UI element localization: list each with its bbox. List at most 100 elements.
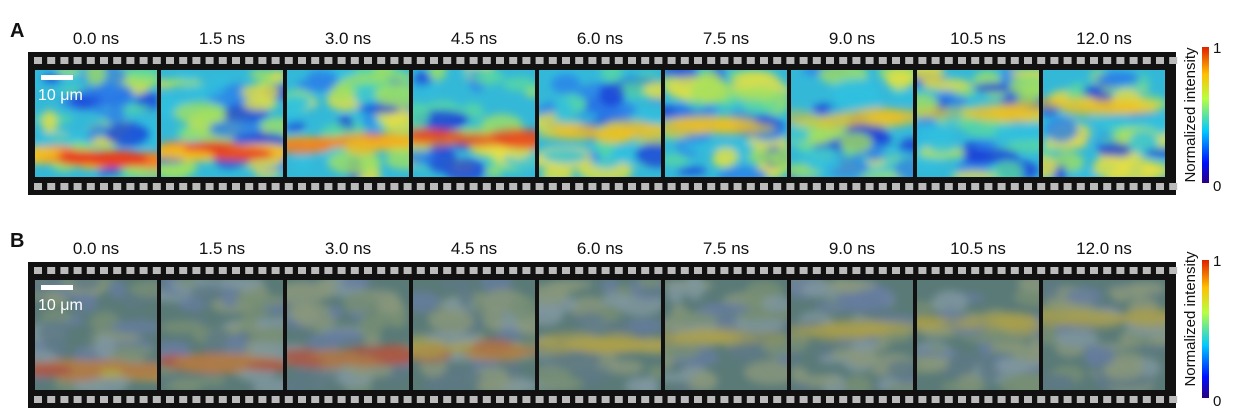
sprocket <box>34 267 42 274</box>
time-label: 6.0 ns <box>577 29 623 48</box>
blob <box>805 130 847 139</box>
sprocket <box>668 396 676 403</box>
sprocket <box>140 183 148 190</box>
sprocket <box>852 183 860 190</box>
sprocket <box>113 183 121 190</box>
sprocket <box>1064 183 1072 190</box>
sprocket <box>404 183 412 190</box>
sprocket <box>932 57 940 64</box>
sprocket <box>390 396 398 403</box>
sprocket <box>470 57 478 64</box>
sprocket <box>509 57 517 64</box>
frame-image <box>524 59 679 182</box>
colorbar-min: 0 <box>1213 393 1221 410</box>
sprocket <box>456 267 464 274</box>
sprocket <box>34 183 42 190</box>
sprocket <box>417 396 425 403</box>
blob <box>886 69 915 89</box>
blob <box>1092 156 1130 179</box>
time-label: 9.0 ns <box>829 29 875 48</box>
sprocket <box>971 267 979 274</box>
sprocket <box>258 267 266 274</box>
blob <box>109 280 126 298</box>
sprocket <box>483 57 491 64</box>
sprocket <box>839 57 847 64</box>
sprocket <box>694 396 702 403</box>
sprocket <box>1156 396 1164 403</box>
time-label: 10.5 ns <box>950 29 1006 48</box>
colorbar <box>1202 260 1209 398</box>
blob <box>485 167 503 177</box>
sprocket <box>773 183 781 190</box>
sprocket <box>945 183 953 190</box>
sprocket <box>298 57 306 64</box>
sprocket <box>536 183 544 190</box>
sprocket <box>813 183 821 190</box>
sprocket <box>1169 267 1177 274</box>
sprocket <box>443 57 451 64</box>
band <box>673 332 720 347</box>
blob <box>174 102 226 124</box>
sprocket <box>272 267 280 274</box>
blob <box>390 316 407 327</box>
sprocket <box>984 396 992 403</box>
sprocket <box>892 183 900 190</box>
sprocket <box>272 396 280 403</box>
sprocket <box>1024 267 1032 274</box>
band <box>344 138 381 156</box>
sprocket <box>430 183 438 190</box>
sprocket <box>338 57 346 64</box>
sprocket <box>179 396 187 403</box>
sprocket <box>1130 267 1138 274</box>
sprocket <box>298 267 306 274</box>
sprocket <box>258 57 266 64</box>
sprocket <box>351 183 359 190</box>
sprocket <box>588 396 596 403</box>
blob <box>851 340 877 351</box>
sprocket <box>522 267 530 274</box>
sprocket <box>536 267 544 274</box>
blob <box>627 319 665 332</box>
sprocket <box>404 396 412 403</box>
sprocket <box>192 183 200 190</box>
sprocket <box>377 57 385 64</box>
sprocket <box>219 267 227 274</box>
sprocket <box>206 396 214 403</box>
sprocket <box>905 396 913 403</box>
blob <box>1144 148 1183 156</box>
sprocket <box>272 57 280 64</box>
sprocket <box>87 396 95 403</box>
time-label: 4.5 ns <box>451 29 497 48</box>
sprocket <box>615 396 623 403</box>
sprocket <box>747 267 755 274</box>
sprocket <box>311 57 319 64</box>
time-label: 0.0 ns <box>73 29 119 48</box>
sprocket <box>958 57 966 64</box>
sprocket <box>166 396 174 403</box>
sprocket <box>852 57 860 64</box>
sprocket <box>1116 183 1124 190</box>
sprocket <box>100 267 108 274</box>
sprocket <box>1169 183 1177 190</box>
colorbar-max: 1 <box>1213 40 1221 57</box>
frame-image <box>647 64 796 185</box>
sprocket <box>971 396 979 403</box>
blob <box>825 280 877 291</box>
sprocket <box>377 396 385 403</box>
sprocket <box>179 183 187 190</box>
sprocket <box>153 267 161 274</box>
sprocket <box>800 183 808 190</box>
sprocket <box>126 396 134 403</box>
colorbar-label: Normalized intensity <box>1182 47 1199 183</box>
blob <box>241 84 279 100</box>
sprocket <box>958 183 966 190</box>
blob <box>667 282 685 303</box>
sprocket <box>338 267 346 274</box>
band <box>1001 318 1045 332</box>
blob <box>222 286 238 309</box>
time-label: 12.0 ns <box>1076 239 1132 258</box>
sprocket <box>1090 57 1098 64</box>
band <box>536 130 610 141</box>
sprocket <box>245 396 253 403</box>
sprocket <box>918 183 926 190</box>
